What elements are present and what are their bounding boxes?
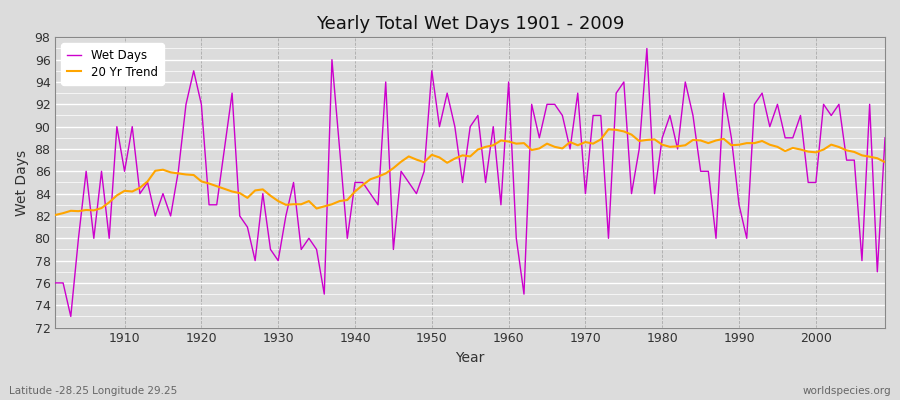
Wet Days [50, 280, 61, 285]
Wet Days [603, 236, 614, 241]
20 Yr Trend [503, 139, 514, 144]
20 Yr Trend [112, 193, 122, 198]
20 Yr Trend [281, 202, 292, 207]
Wet Days [642, 46, 652, 51]
Y-axis label: Wet Days: Wet Days [15, 149, 29, 216]
Wet Days [288, 180, 299, 185]
Text: Latitude -28.25 Longitude 29.25: Latitude -28.25 Longitude 29.25 [9, 386, 177, 396]
Wet Days [66, 314, 77, 319]
Wet Days [334, 146, 345, 151]
Title: Yearly Total Wet Days 1901 - 2009: Yearly Total Wet Days 1901 - 2009 [316, 15, 625, 33]
Wet Days [119, 169, 130, 174]
20 Yr Trend [327, 202, 338, 207]
20 Yr Trend [603, 127, 614, 132]
20 Yr Trend [50, 212, 61, 217]
Wet Days [879, 136, 890, 140]
Text: worldspecies.org: worldspecies.org [803, 386, 891, 396]
Legend: Wet Days, 20 Yr Trend: Wet Days, 20 Yr Trend [61, 43, 164, 84]
Line: Wet Days: Wet Days [56, 48, 885, 316]
20 Yr Trend [496, 138, 507, 143]
Wet Days [503, 80, 514, 84]
Wet Days [511, 236, 522, 241]
X-axis label: Year: Year [455, 351, 485, 365]
20 Yr Trend [879, 160, 890, 164]
Line: 20 Yr Trend: 20 Yr Trend [56, 129, 885, 215]
20 Yr Trend [596, 137, 607, 142]
